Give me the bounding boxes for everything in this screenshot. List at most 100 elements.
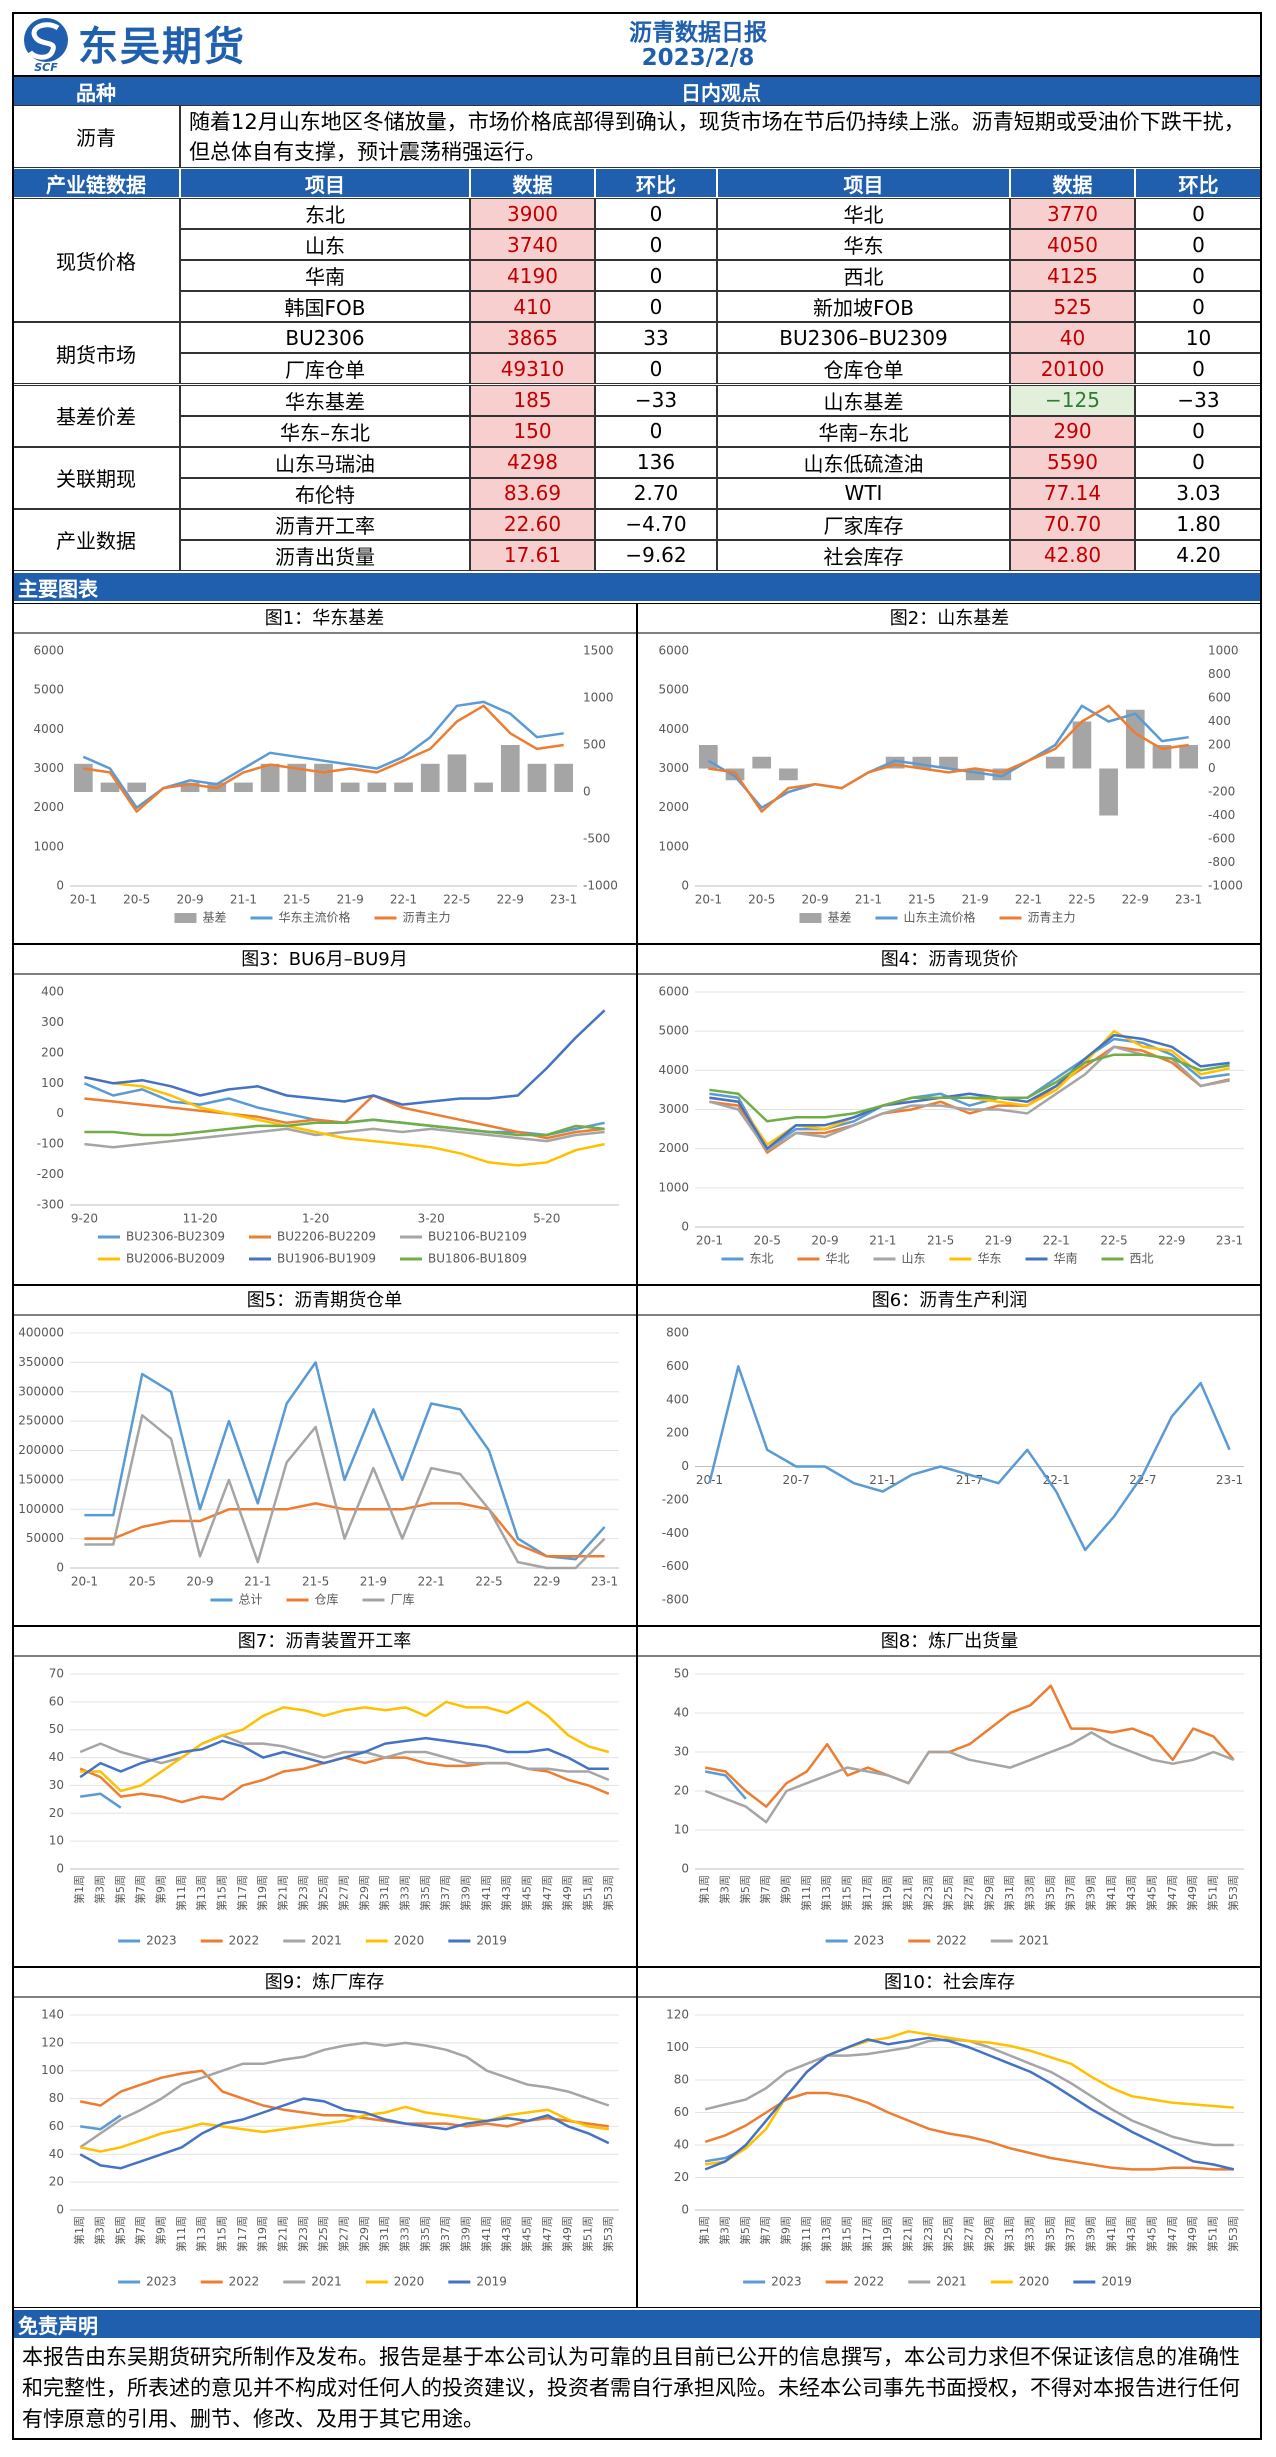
x-tick-label: 20-1 [695,893,722,907]
bar [752,756,772,769]
x-tick-label: 第33周 [398,1875,412,1911]
logo-icon: SCF [24,18,68,74]
chart-frame [12,1967,637,2308]
x-tick-label: 第47周 [1165,1875,1179,1911]
table-cell: 136 [595,446,717,478]
y2-tick-label: 0 [583,785,591,799]
table-cell: BU2306 [180,322,470,354]
x-tick-label: 第7周 [133,2216,147,2245]
x-tick-label: 第45周 [1145,2216,1159,2252]
x-tick-label: 21-1 [855,893,882,907]
legend-label: BU2106-BU2109 [428,1230,527,1244]
y-tick-label: 0 [681,2203,689,2217]
x-tick-label: 第21周 [901,2216,915,2252]
x-tick-label: 21-1 [869,1473,896,1487]
y-tick-label: 400 [41,985,64,999]
x-tick-label: 第47周 [540,2216,554,2252]
table-cell: 华东 [717,229,1010,261]
y-tick-label: 40 [49,2147,64,2161]
x-tick-label: 第29周 [982,2216,996,2252]
x-tick-label: 第3周 [718,2216,732,2245]
bar [554,763,573,792]
table-cell: 0 [1135,353,1262,385]
x-tick-label: 23-1 [591,1575,618,1589]
legend-label: 2020 [394,2275,425,2289]
chart-title: 图10：社会库存 [884,1972,1015,1993]
x-tick-label: 第15周 [840,2216,854,2252]
bar [912,756,932,769]
x-tick-label: 第21周 [276,1875,290,1911]
y-tick-label: 0 [681,879,689,893]
y2-tick-label: -800 [1208,855,1235,869]
logo-text: 东吴期货 [78,24,246,70]
x-tick-label: 20-9 [811,1234,838,1248]
x-tick-label: 第41周 [1104,1875,1118,1911]
x-tick-label: 第39周 [459,2216,473,2252]
x-tick-label: 第29周 [357,2216,371,2252]
table-section: 产业链数据 [12,168,180,198]
table-cell: 49310 [470,353,595,385]
table-cell: 0 [595,291,717,323]
x-tick-label: 第43周 [499,2216,513,2252]
y-tick-label: 100 [666,2040,689,2054]
table-cell: 1.80 [1135,508,1262,540]
x-tick-label: 22-1 [390,893,417,907]
x-tick-label: 第1周 [72,2216,86,2245]
x-tick-label: 9-20 [71,1212,98,1226]
table-cell: 3.03 [1135,477,1262,509]
x-tick-label: 第45周 [1145,1875,1159,1911]
table-cell: 0 [595,229,717,261]
header-rule [12,75,1262,77]
table-cell: 4050 [1010,229,1135,261]
section-bar: 免责声明 [12,2310,1262,2338]
legend-label: 2021 [311,2275,342,2289]
x-tick-label: 21-9 [962,893,989,907]
legend-label: 2023 [146,1934,177,1948]
bar [1099,768,1118,816]
x-tick-label: 第49周 [560,2216,574,2252]
legend-label: BU2006-BU2009 [126,1252,225,1266]
x-tick-label: 第53周 [1226,2216,1240,2252]
x-tick-label: 第41周 [479,1875,493,1911]
section-bar [12,77,1262,105]
x-tick-label: 第31周 [377,1875,391,1911]
x-tick-label: 20-7 [783,1473,810,1487]
x-tick-label: 第39周 [459,1875,473,1911]
y-tick-label: 0 [56,2203,64,2217]
table-header: 数据 [1010,168,1135,198]
x-tick-label: 21-5 [302,1575,329,1589]
chart: 图6：沥青生产利润 -800 -600 -400 -200 0 200 400 600 800 20… [637,1285,1262,1626]
y-tick-label: 10 [49,1834,64,1848]
legend-label: 2019 [1101,2275,1132,2289]
x-tick-label: 22-9 [497,893,524,907]
y-tick-label: 20 [49,1806,64,1820]
line [84,1127,605,1149]
x-tick-label: 第47周 [540,1875,554,1911]
table-cell: 沥青开工率 [180,508,470,540]
x-tick-label: 第49周 [560,1875,574,1911]
line [84,1075,605,1167]
table-cell: 0 [595,353,717,385]
table-cell: 290 [1010,415,1135,447]
x-tick-label: 第29周 [357,1875,371,1911]
x-tick-label: 第53周 [1226,1875,1240,1911]
y-tick-label: 400000 [18,1326,64,1340]
legend-label: 华东主流价格 [278,910,350,925]
table-cell: −9.62 [595,539,717,571]
legend-label: 2023 [771,2275,802,2289]
chart-title: 图5：沥青期货仓单 [247,1290,402,1311]
x-tick-label: 第49周 [1185,1875,1199,1911]
bar [474,782,493,792]
x-tick-label: 第35周 [1043,2216,1057,2252]
bar [939,756,958,769]
x-tick-label: 第3周 [93,2216,107,2245]
legend-label: 2021 [1019,1934,1050,1948]
x-tick-label: 第27周 [337,1875,351,1911]
legend-label: 2020 [394,1934,425,1948]
y-tick-label: 0 [681,1220,689,1234]
table-cell: 4190 [470,260,595,292]
x-tick-label: 第9周 [154,2216,168,2245]
y-tick-label: 20 [674,2170,689,2184]
